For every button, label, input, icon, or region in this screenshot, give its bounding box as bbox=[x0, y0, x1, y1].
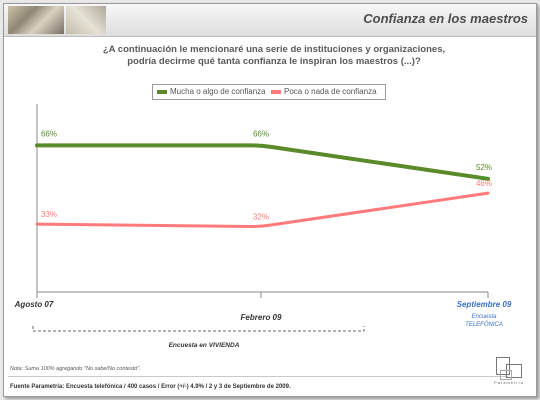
legend-label-poca: Poca o nada de confianza bbox=[284, 87, 377, 96]
source-text: Fuente Parametría: Encuesta telefónica /… bbox=[10, 384, 291, 390]
x-category-label-1: Febrero 09 bbox=[241, 313, 282, 322]
data-label-poca-0: 33% bbox=[41, 210, 57, 219]
vivienda-bracket bbox=[32, 326, 365, 332]
survey-telefonica-line-1: Encuesta bbox=[471, 314, 497, 320]
chart-legend: Mucha o algo de confianza Poca o nada de… bbox=[152, 84, 386, 100]
series-line-poca bbox=[35, 191, 490, 229]
legend-label-mucha: Mucha o algo de confianza bbox=[170, 87, 266, 96]
header-photo bbox=[8, 6, 64, 34]
data-label-poca-1: 32% bbox=[253, 213, 269, 222]
survey-telefonica-line-2: TELEFÓNICA bbox=[465, 321, 503, 328]
footer-divider bbox=[8, 376, 508, 377]
slide: Confianza en los maestros ¿A continuació… bbox=[3, 3, 537, 397]
question-line-1: ¿A continuación le mencionaré una serie … bbox=[102, 44, 446, 55]
data-label-mucha-2: 52% bbox=[476, 163, 492, 172]
footnote: Nota: Suma 100% agregando "No sabe/No co… bbox=[10, 366, 141, 372]
header-photo-secondary bbox=[66, 6, 106, 34]
survey-vivienda-label: Encuesta en VIVIENDA bbox=[169, 342, 240, 349]
legend-swatch-poca bbox=[271, 90, 281, 94]
x-category-label-0: Agosto 07 bbox=[14, 300, 54, 309]
logo-text: Parametría bbox=[494, 380, 524, 385]
data-label-mucha-0: 66% bbox=[41, 129, 57, 138]
parametria-logo: Parametría bbox=[492, 354, 526, 386]
line-chart: 66% 66% 52% 33% 32% 46% Agosto 07 Febrero 09 Sep… bbox=[14, 104, 512, 349]
slide-title: Confianza en los maestros bbox=[363, 11, 528, 26]
legend-swatch-mucha bbox=[157, 90, 167, 94]
header-band: Confianza en los maestros bbox=[4, 4, 536, 37]
series-line-mucha bbox=[35, 143, 490, 181]
data-label-poca-2: 46% bbox=[476, 179, 492, 188]
question-line-2: podría decirme qué tanta confianza le in… bbox=[127, 56, 421, 67]
data-label-mucha-1: 66% bbox=[253, 129, 269, 138]
x-category-label-2: Septiembre 09 bbox=[457, 300, 512, 309]
